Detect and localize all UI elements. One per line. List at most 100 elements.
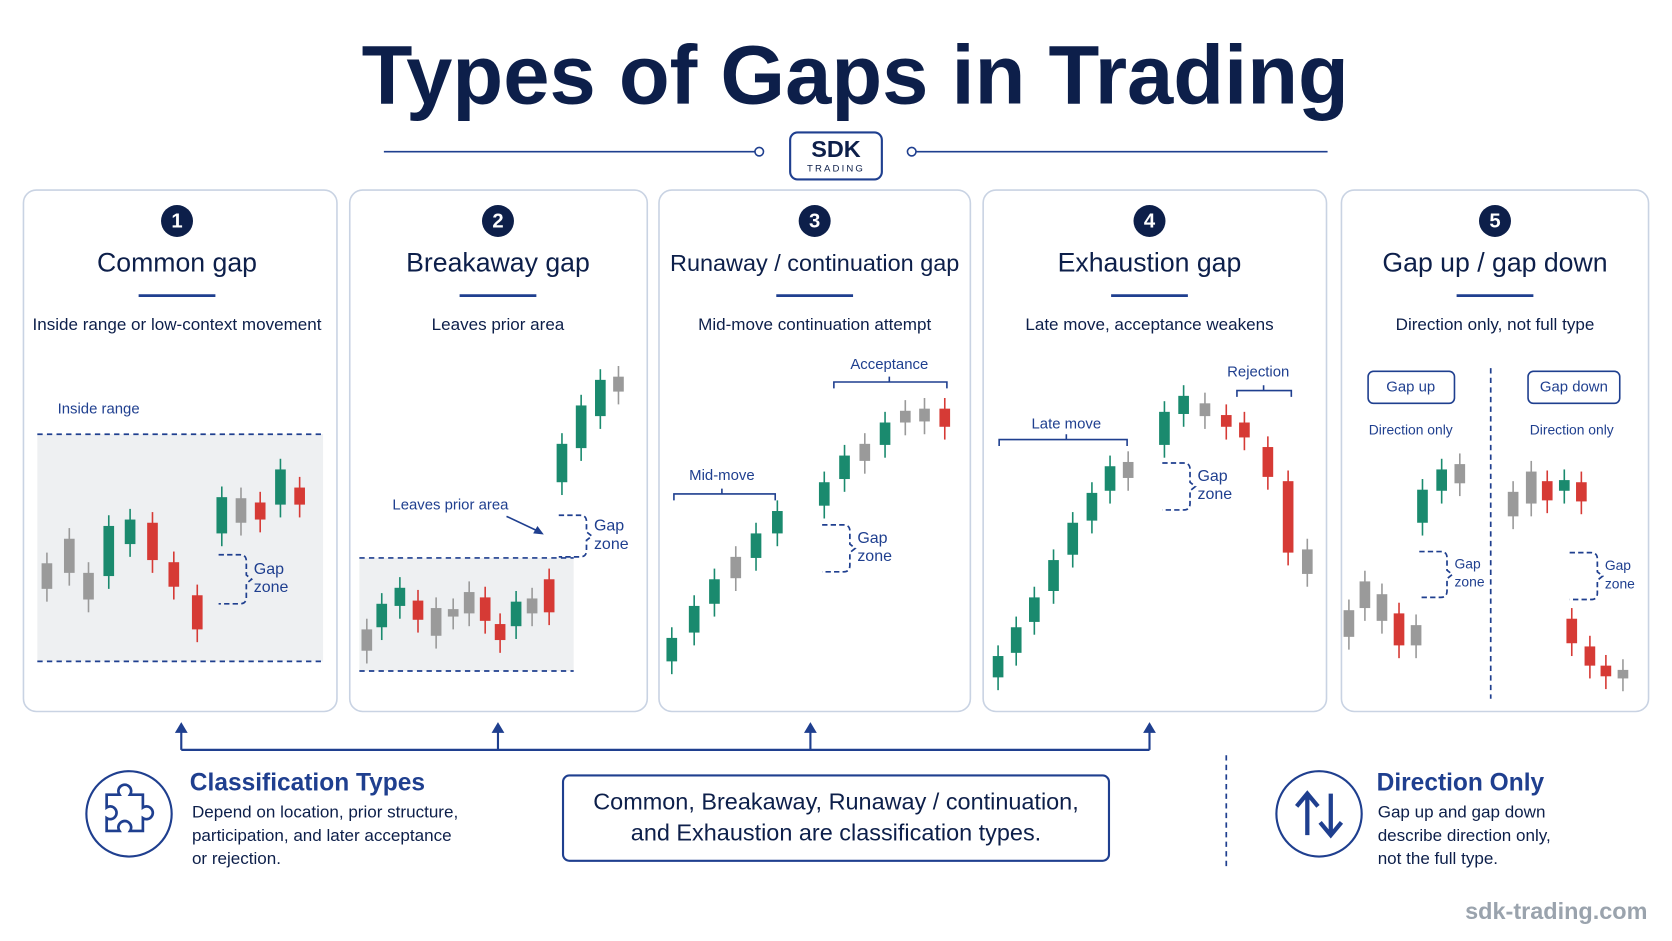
summary-text: describe direction only,	[1378, 826, 1551, 845]
panels	[22, 189, 1650, 713]
step-badge	[161, 204, 194, 237]
panel-title: Gap up / gap down	[1382, 248, 1607, 278]
candle-body	[361, 629, 373, 651]
candle-body	[709, 579, 720, 604]
panel	[658, 189, 972, 713]
bracket	[833, 376, 948, 389]
arrow	[506, 515, 541, 534]
step-number: 2	[492, 210, 503, 232]
candle-body	[1454, 464, 1466, 484]
candle-body	[394, 587, 406, 606]
logo-name: SDK	[811, 136, 861, 162]
candle-body	[1600, 665, 1612, 677]
title: Types of Gaps in Trading	[362, 28, 1349, 121]
summary-title: Classification Types	[190, 769, 425, 796]
candle-body	[1048, 560, 1059, 591]
candle-body	[1301, 549, 1313, 574]
candle-body	[730, 556, 742, 579]
panel	[982, 189, 1328, 713]
step-number: 5	[1489, 210, 1500, 232]
candle-body	[254, 502, 266, 520]
candle-body	[556, 443, 568, 483]
gap-zone-label: Gap	[1197, 468, 1227, 485]
panel-subtitle: Mid-move continuation attempt	[698, 315, 931, 334]
candle-body	[1393, 613, 1405, 646]
candle-body	[1558, 480, 1570, 491]
candle-body	[818, 482, 830, 506]
candle-body	[595, 379, 606, 417]
logo: SDK TRADING	[383, 131, 1328, 181]
candle-body	[1566, 618, 1578, 644]
candle-body	[899, 410, 911, 423]
summary-title: Direction Only	[1377, 769, 1545, 796]
step-number: 4	[1144, 210, 1156, 232]
gap-zone	[218, 553, 254, 605]
step-badge	[1478, 204, 1511, 237]
candle-body	[859, 443, 871, 461]
candle-body	[939, 408, 951, 427]
candle-body	[83, 572, 94, 600]
annotation: Acceptance	[850, 356, 928, 373]
candle-body	[1029, 597, 1040, 622]
panel-title: Runaway / continuation gap	[670, 250, 959, 276]
range-area	[359, 557, 574, 671]
candle-body	[447, 609, 459, 617]
annotation: Gap down	[1540, 378, 1608, 395]
tag	[1367, 370, 1456, 405]
candle-body	[613, 376, 624, 392]
candle-body	[1122, 461, 1134, 478]
gap-zone-label: Gap	[1454, 556, 1480, 572]
summary-text: or rejection.	[192, 849, 281, 868]
candle-body	[376, 603, 388, 628]
annotation: Mid-move	[689, 467, 754, 484]
candle-body	[1199, 403, 1211, 417]
candle-body	[1507, 491, 1519, 517]
summary-text: and Exhaustion are classification types.	[631, 819, 1041, 845]
annotation: Gap up	[1386, 378, 1435, 395]
candle-body	[1584, 646, 1596, 666]
candle-body	[992, 656, 1004, 678]
gap-zone-label: Gap	[594, 518, 624, 535]
candle-body	[1178, 395, 1189, 414]
gap-zone	[1569, 551, 1605, 601]
candle-body	[1359, 581, 1371, 609]
candle-body	[1220, 415, 1232, 427]
tag	[1527, 370, 1621, 405]
summary-text: Depend on location, prior structure,	[192, 802, 458, 821]
candle-body	[463, 592, 475, 614]
candle-body	[191, 595, 203, 630]
panel-subtitle: Direction only, not full type	[1396, 315, 1595, 334]
candle-body	[124, 519, 136, 545]
candle-body	[168, 562, 180, 587]
panel-subtitle: Leaves prior area	[432, 315, 565, 334]
step-badge	[1133, 204, 1166, 237]
candle-body	[1282, 481, 1294, 553]
candle-body	[235, 498, 247, 523]
step-number: 3	[809, 210, 820, 232]
candle-body	[526, 598, 538, 614]
summary-text: Common, Breakaway, Runaway / continuatio…	[593, 788, 1078, 814]
step-badge	[798, 204, 831, 237]
footer: sdk-trading.com	[1465, 898, 1647, 924]
gap-zone-label: Gap	[254, 561, 284, 578]
candle-body	[1239, 422, 1250, 438]
summary-text: participation, and later acceptance	[192, 826, 452, 845]
candle-body	[1067, 522, 1079, 555]
gap-zone-label: Gap	[857, 530, 887, 547]
bracket	[1236, 385, 1293, 397]
candle-body	[147, 522, 158, 561]
annotation: Leaves prior area	[392, 497, 509, 514]
candle-body	[688, 605, 700, 633]
candle-body	[543, 579, 555, 613]
gap-zone	[558, 514, 594, 558]
step-badge	[481, 204, 514, 237]
gap-zone-label: zone	[857, 548, 892, 565]
candle-body	[216, 497, 228, 534]
bracket	[998, 434, 1128, 446]
candle-body	[1417, 489, 1428, 523]
candle-body	[103, 525, 115, 577]
candle-body	[1159, 411, 1170, 445]
candle-body	[1086, 492, 1098, 521]
candle-body	[1104, 466, 1116, 491]
